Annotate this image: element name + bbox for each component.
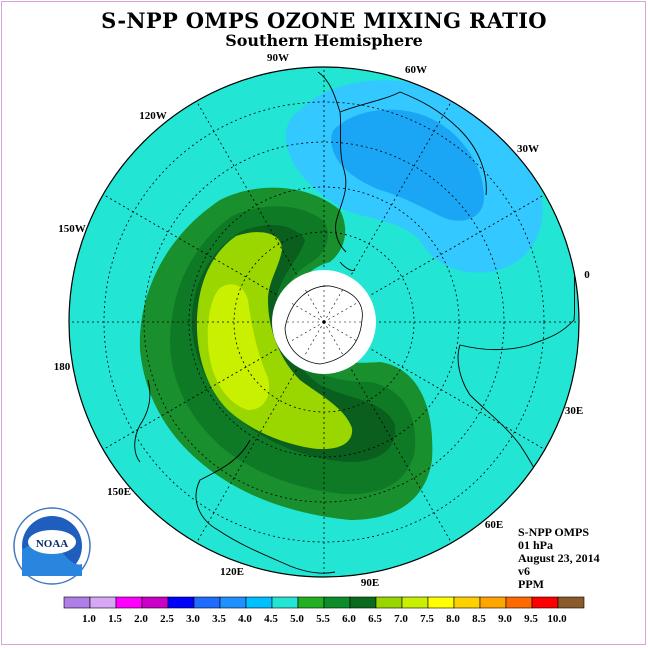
colorbar-swatch <box>375 596 403 609</box>
colorbar-label: 5.5 <box>316 613 330 625</box>
colorbar-label: 8.5 <box>472 613 486 625</box>
colorbar-label: 3.5 <box>212 613 226 625</box>
colorbar-swatch <box>479 596 507 609</box>
lon-label-180: 180 <box>54 361 71 373</box>
colorbar-swatch <box>453 596 481 609</box>
pole-meridian-line <box>289 301 325 323</box>
coastlines <box>134 71 578 574</box>
colorbar-label: 6.5 <box>368 613 382 625</box>
colorbar-swatch <box>193 596 221 609</box>
south-pole-dot <box>322 320 326 324</box>
colorbar-swatch <box>115 596 143 609</box>
pole-meridian-line <box>323 321 359 343</box>
noaa-logo-text: NOAA <box>36 538 68 550</box>
pole-meridians <box>284 282 364 362</box>
colorbar-label: 9.5 <box>524 613 538 625</box>
colorbar-labels: 1.0 1.5 2.0 2.5 3.0 3.5 4.0 4.5 5.0 5.5 6.0 6.5 7.0 7… <box>82 613 567 625</box>
colorbar-label: 2.0 <box>134 613 148 625</box>
antarctica-outline <box>284 285 363 365</box>
info-date: August 23, 2014 <box>518 551 600 565</box>
colorbar-swatch <box>89 596 117 609</box>
colorbar-label: 6.0 <box>342 613 356 625</box>
colorbar-swatch <box>349 596 377 609</box>
lon-label-150w: 150W <box>58 223 86 235</box>
lon-label-120w: 120W <box>139 110 167 122</box>
colorbar-label: 4.5 <box>264 613 278 625</box>
pole-meridian-line <box>303 287 325 323</box>
colorbar-swatch <box>557 596 585 609</box>
colorbar-label: 7.5 <box>420 613 434 625</box>
colorbar-label: 2.5 <box>160 613 174 625</box>
colorbar-swatch <box>531 596 559 609</box>
colorbar-swatch <box>63 596 91 609</box>
colorbar <box>63 596 585 609</box>
info-units: PPM <box>518 577 544 591</box>
colorbar-swatch <box>271 596 299 609</box>
colorbar-swatch <box>323 596 351 609</box>
noaa-logo: NOAA <box>13 507 91 585</box>
lon-label-0: 0 <box>584 269 590 281</box>
ozone-low-band-inner <box>331 109 485 221</box>
lon-label-30e: 30E <box>565 405 583 417</box>
colorbar-label: 5.0 <box>290 613 304 625</box>
lon-label-60e: 60E <box>485 519 503 531</box>
colorbar-swatch <box>141 596 169 609</box>
colorbar-label: 1.0 <box>82 613 96 625</box>
longitude-labels: 90W 60W 30W 0 30E 60E 90E 120E 150E 180 … <box>54 52 591 589</box>
colorbar-label: 8.0 <box>446 613 460 625</box>
info-instrument: S-NPP OMPS <box>518 525 589 539</box>
colorbar-label: 7.0 <box>394 613 408 625</box>
lon-label-60w: 60W <box>405 64 427 76</box>
colorbar-swatch <box>167 596 195 609</box>
globe-border <box>68 66 580 578</box>
pole-meridian-line <box>323 321 345 357</box>
pole-meridian-line <box>289 321 325 343</box>
lon-label-90w: 90W <box>267 52 289 64</box>
info-level: 01 hPa <box>518 538 554 552</box>
colorbar-swatch <box>427 596 455 609</box>
product-info: S-NPP OMPS 01 hPa August 23, 2014 v6 PPM <box>518 526 600 591</box>
colorbar-label: 1.5 <box>108 613 122 625</box>
pole-meridian-line <box>303 321 325 357</box>
colorbar-label: 9.0 <box>498 613 512 625</box>
colorbar-label: 10.0 <box>547 613 567 625</box>
colorbar-swatch <box>505 596 533 609</box>
colorbar-swatch <box>245 596 273 609</box>
info-version: v6 <box>518 564 530 578</box>
map-title: S-NPP OMPS OZONE MIXING RATIO <box>101 8 547 33</box>
colorbar-swatch <box>297 596 325 609</box>
lon-label-120e: 120E <box>220 566 244 578</box>
lon-label-30w: 30W <box>517 143 539 155</box>
colorbar-swatch <box>401 596 429 609</box>
pole-meridian-line <box>323 301 359 323</box>
lon-label-90e: 90E <box>361 577 379 589</box>
pole-meridian-line <box>323 287 345 323</box>
colorbar-swatch <box>219 596 247 609</box>
map-subtitle: Southern Hemisphere <box>225 31 423 50</box>
colorbar-label: 4.0 <box>238 613 252 625</box>
colorbar-label: 3.0 <box>186 613 200 625</box>
lon-label-150e: 150E <box>107 486 131 498</box>
